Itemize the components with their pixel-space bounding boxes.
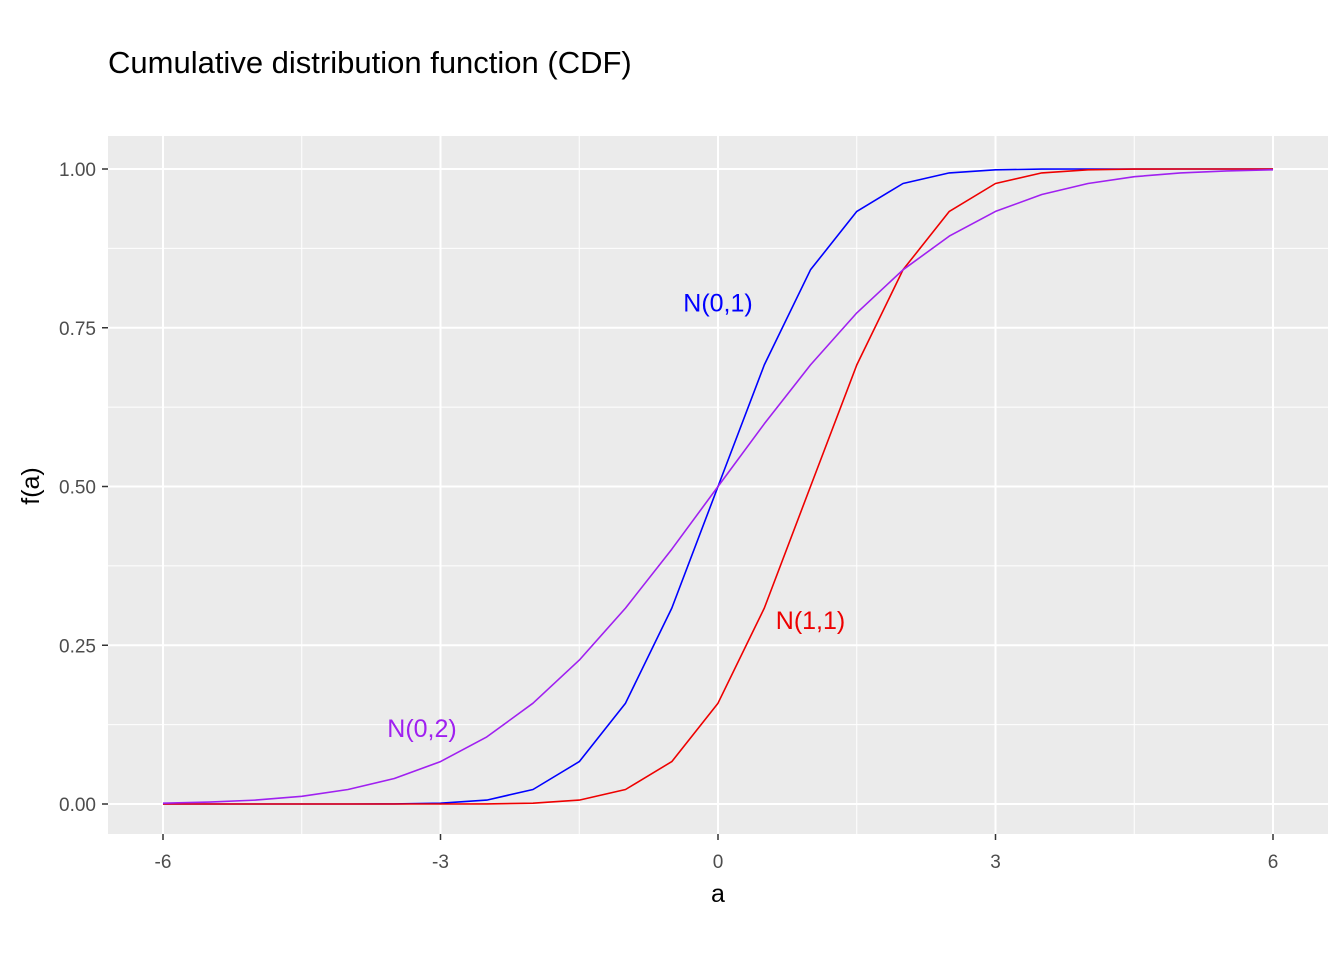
series-label-n-0-2: N(0,2): [387, 715, 456, 743]
series-label-n-0-1: N(0,1): [683, 289, 752, 317]
y-axis-title: f(a): [17, 467, 45, 505]
x-tick-label: -3: [432, 852, 449, 873]
y-tick-label: 0.25: [59, 636, 96, 657]
y-tick-label: 0.75: [59, 319, 96, 340]
y-tick-label: 1.00: [59, 160, 96, 181]
series-line-n-1-1: [163, 168, 1273, 805]
x-axis-title: a: [711, 880, 725, 908]
x-tick-label: 3: [990, 852, 1001, 873]
series-line-n-0-2: [162, 169, 1274, 804]
series-label-n-1-1: N(1,1): [776, 607, 845, 635]
y-axis: 0.00 0.25 0.50 0.75 1.00: [59, 160, 108, 816]
x-tick-label: -6: [155, 852, 172, 873]
y-tick-label: 0.50: [59, 478, 96, 499]
x-axis: -6 -3 0 3 6: [155, 834, 1279, 873]
series-lines: [162, 168, 1274, 805]
chart-title: Cumulative distribution function (CDF): [108, 45, 632, 80]
x-tick-label: 6: [1268, 852, 1279, 873]
y-tick-label: 0.00: [59, 795, 96, 816]
x-tick-label: 0: [713, 852, 724, 873]
series-labels: N(0,1) N(1,1) N(0,2): [387, 289, 845, 742]
